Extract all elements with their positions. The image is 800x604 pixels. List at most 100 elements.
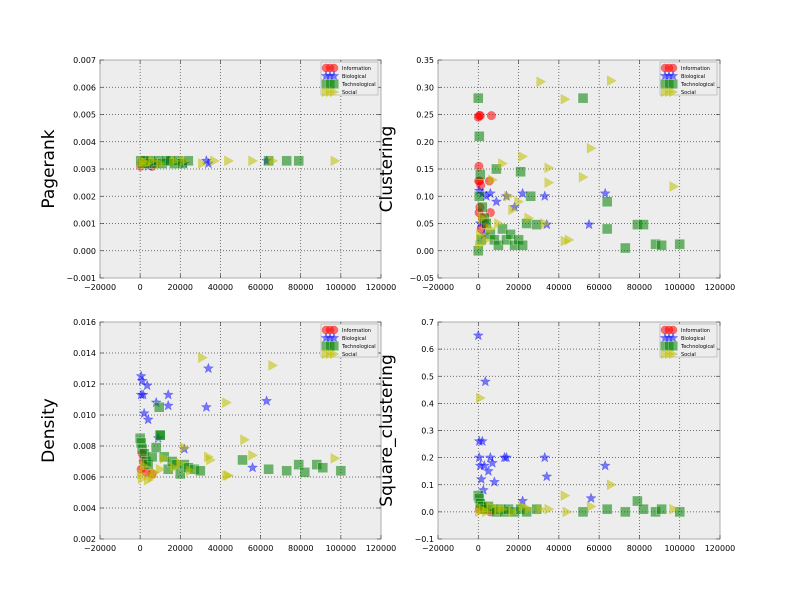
panel-square-clustering-point <box>656 503 667 515</box>
panel-density-point <box>147 471 158 483</box>
panel-clustering-point <box>524 212 535 224</box>
panel-clustering-point <box>473 92 484 104</box>
panel-square-clustering-xtick-label: 100000 <box>664 544 695 553</box>
panel-density-point <box>202 362 214 374</box>
panel-pagerank-legend-marker-information <box>321 63 339 73</box>
panel-square-clustering-xtick-label: 60000 <box>586 544 611 553</box>
panel-clustering-xtick-label: 120000 <box>705 283 736 292</box>
panel-clustering-ytick-label: 0.00 <box>416 247 434 256</box>
panel-clustering: −20000 0 20000 40000 60000 80000 100000 120000 −… <box>377 56 735 292</box>
panel-density-point <box>138 407 150 419</box>
panel-square-clustering-point <box>539 451 551 463</box>
panel-pagerank-xtick-label: −20000 <box>84 283 116 292</box>
panel-pagerank-point <box>293 155 304 167</box>
panel-pagerank-ytick-label: 0.003 <box>73 165 96 174</box>
panel-square-clustering-point <box>482 465 494 476</box>
panel-density-ytick-label: 0.006 <box>73 473 96 482</box>
panel-clustering-point <box>508 204 518 216</box>
panel-square-clustering-point <box>638 503 649 515</box>
panel-pagerank-legend-label: Social <box>342 90 357 96</box>
panel-density-point <box>281 465 292 477</box>
panel-pagerank-point <box>180 155 190 167</box>
panel-density-point <box>335 465 347 477</box>
panel-square-clustering-point <box>494 503 504 515</box>
panel-clustering-point <box>504 190 514 202</box>
panel-square-clustering-point <box>599 459 611 471</box>
panel-clustering-xtick-label: 100000 <box>664 283 695 292</box>
panel-clustering-point <box>560 93 571 105</box>
panel-density-point <box>198 352 208 363</box>
panel-clustering-point <box>525 191 536 202</box>
panel-pagerank-ytick-label: −0.001 <box>66 274 96 283</box>
panel-pagerank-point <box>147 155 158 167</box>
panel-clustering-point <box>560 235 571 247</box>
panel-density-point <box>330 453 341 464</box>
panel-clustering-legend-label: Social <box>681 90 696 96</box>
panel-pagerank-ytick-label: 0.005 <box>73 111 96 120</box>
panel-density-xtick-label: 120000 <box>366 544 397 553</box>
panel-clustering-point <box>620 242 631 254</box>
panel-pagerank-ytick-label: 0.000 <box>73 247 96 256</box>
panel-clustering-point <box>490 195 502 207</box>
panel-clustering-point <box>669 181 680 192</box>
panel-clustering-point <box>577 92 589 104</box>
panel-square-clustering-point <box>476 392 486 404</box>
panel-square-clustering-point <box>472 329 484 341</box>
panel-clustering-point <box>599 187 611 199</box>
panel-clustering-xtick-label: 80000 <box>627 283 652 292</box>
panel-pagerank-xtick-label: 120000 <box>366 283 397 292</box>
panel-density-xtick-label: 40000 <box>208 544 233 553</box>
panel-clustering-point <box>505 229 516 240</box>
panel-density-xtick-label: 100000 <box>326 544 357 553</box>
panel-pagerank-point <box>281 155 292 167</box>
panel-clustering-point <box>474 131 485 142</box>
panel-pagerank-legend-marker <box>330 86 340 98</box>
panel-square-clustering-ytick-label: 0.6 <box>421 345 434 354</box>
panel-density-point <box>146 451 158 463</box>
panel-clustering-point <box>477 201 488 213</box>
panel-density-ytick-label: 0.004 <box>73 504 96 513</box>
panel-square-clustering-point <box>486 457 498 468</box>
panel-pagerank-point <box>248 155 258 167</box>
panel-square-clustering-legend-label: Social <box>681 352 696 358</box>
panel-clustering-series-social <box>475 75 680 251</box>
panel-clustering-legend-marker <box>668 79 678 89</box>
panel-density-point <box>237 454 248 466</box>
panel-square-clustering-point <box>476 435 488 447</box>
panel-square-clustering-series-biological <box>472 329 611 506</box>
panel-clustering-ytick-label: 0.05 <box>416 220 434 229</box>
panel-clustering-point <box>488 174 498 186</box>
panel-clustering-point <box>674 238 685 250</box>
panel-density-point <box>176 457 186 469</box>
panel-density-legend-label: Technological <box>341 344 376 350</box>
panel-density-point <box>248 449 258 461</box>
panel-clustering-ytick-label: 0.20 <box>416 138 434 147</box>
panel-density-legend-marker-social <box>322 348 340 360</box>
panel-square-clustering-point <box>486 501 496 512</box>
panel-density-point <box>160 453 170 464</box>
panel-density-ytick-label: 0.010 <box>73 411 96 420</box>
panel-clustering-point <box>475 169 486 180</box>
panel-pagerank-point <box>210 155 220 167</box>
panel-square-clustering-legend-marker <box>667 332 679 343</box>
panel-density-point <box>317 462 329 473</box>
panel-square-clustering-ytick-label: 0.7 <box>421 318 434 327</box>
panel-clustering-legend-marker-social <box>661 86 679 98</box>
panel-square-clustering-point <box>536 503 547 515</box>
panel-square-clustering-ytick-label: 0.1 <box>421 481 434 490</box>
panel-square-clustering-legend: Information Biological Technological Social <box>659 323 718 360</box>
panel-clustering-ytick-label: 0.30 <box>416 83 434 92</box>
panel-square-clustering-legend-label: Technological <box>680 344 715 350</box>
panel-pagerank-legend: Information Biological Technological Social <box>320 61 379 98</box>
panel-clustering-point <box>486 223 496 235</box>
panel-square-clustering-point <box>517 495 529 506</box>
panel-density-point <box>240 434 250 446</box>
panel-density-legend-label: Social <box>342 352 357 358</box>
panel-square-clustering-ytick-label: 0.4 <box>421 399 434 408</box>
panel-clustering-xtick-label: 40000 <box>546 283 571 292</box>
panel-density-legend: Information Biological Technological Social <box>320 323 379 360</box>
panel-pagerank-point <box>198 158 208 169</box>
panel-pagerank-point <box>224 155 234 167</box>
panel-square-clustering-point <box>669 503 680 515</box>
